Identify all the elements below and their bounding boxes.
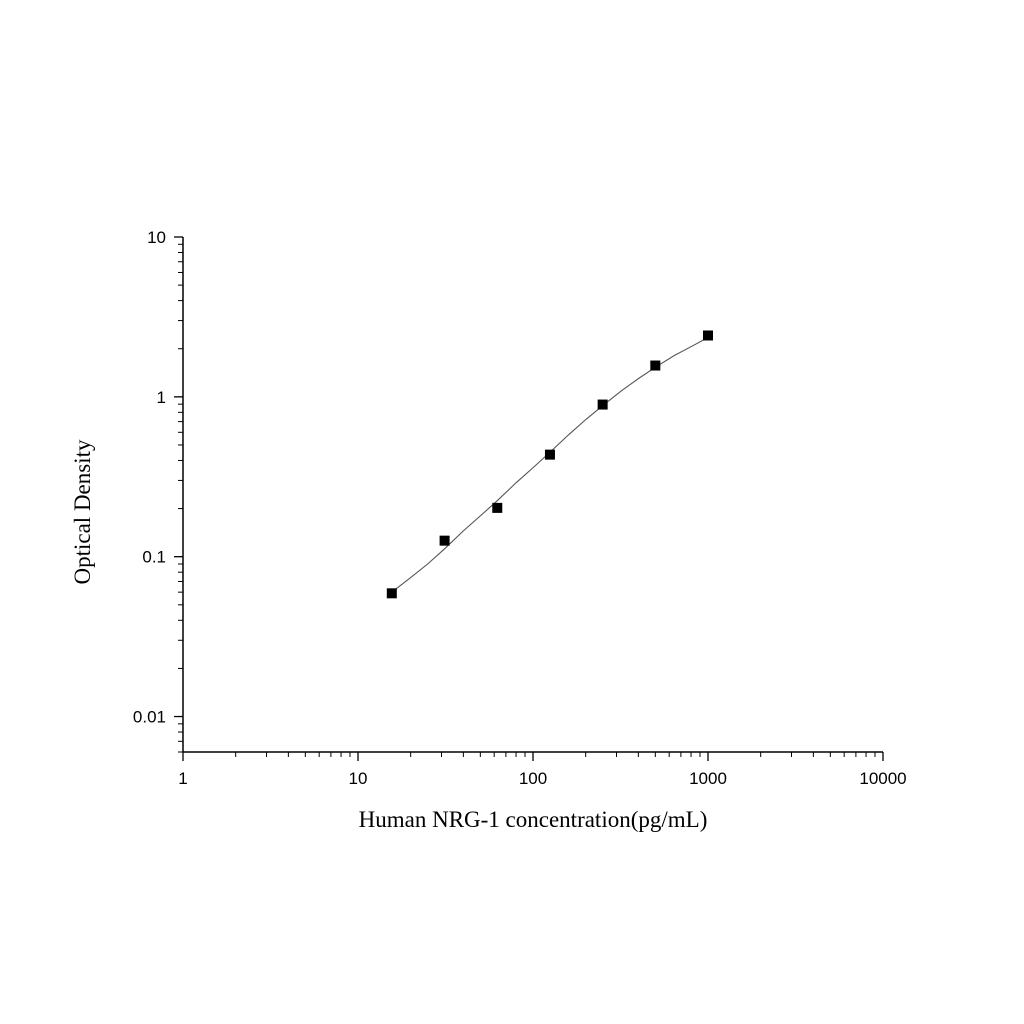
x-tick-label: 10000 xyxy=(859,769,906,788)
data-point xyxy=(439,535,450,546)
data-point xyxy=(597,399,608,410)
y-axis-title: Optical Density xyxy=(70,439,95,584)
y-tick-label: 0.1 xyxy=(142,548,166,567)
y-tick-label: 0.01 xyxy=(133,708,166,727)
x-tick-label: 100 xyxy=(519,769,547,788)
data-point xyxy=(386,588,397,599)
axes xyxy=(182,237,883,753)
x-tick-label: 10 xyxy=(349,769,368,788)
data-point xyxy=(492,502,503,513)
fitted-curve xyxy=(391,337,709,593)
x-axis-title: Human NRG-1 concentration(pg/mL) xyxy=(359,807,708,832)
data-point xyxy=(544,449,555,460)
data-points xyxy=(386,330,713,599)
data-point xyxy=(703,330,713,341)
x-tick-label: 1000 xyxy=(689,769,727,788)
y-tick-label: 1 xyxy=(157,388,166,407)
curve-layer xyxy=(391,337,709,593)
y-tick-label: 10 xyxy=(147,228,166,247)
data-point xyxy=(650,360,661,371)
ticks: 1 10 100 1000 10000 0.01 0.1 1 10 xyxy=(133,228,907,788)
x-tick-label: 1 xyxy=(178,769,187,788)
